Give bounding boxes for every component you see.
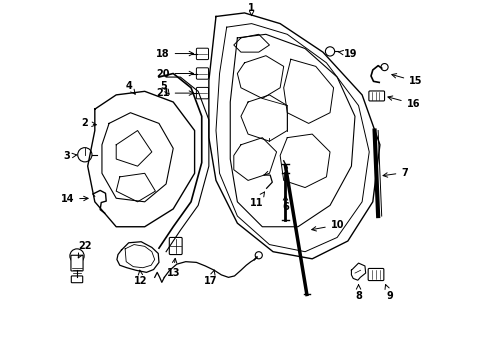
Text: 11: 11	[250, 192, 264, 207]
Text: 14: 14	[61, 194, 88, 204]
Text: 12: 12	[134, 270, 147, 286]
Text: 3: 3	[63, 151, 77, 161]
Text: 21: 21	[156, 88, 193, 98]
Text: 4: 4	[125, 81, 135, 94]
FancyBboxPatch shape	[196, 68, 208, 79]
Text: 10: 10	[311, 220, 344, 231]
FancyBboxPatch shape	[196, 87, 208, 99]
FancyBboxPatch shape	[367, 269, 383, 280]
Text: 15: 15	[391, 74, 422, 86]
Text: 16: 16	[387, 96, 419, 109]
Text: 17: 17	[204, 270, 217, 286]
Text: 20: 20	[156, 68, 193, 78]
Text: 19: 19	[337, 49, 356, 59]
FancyBboxPatch shape	[196, 48, 208, 60]
Text: 18: 18	[156, 49, 193, 59]
Text: 9: 9	[384, 284, 392, 301]
Text: 13: 13	[166, 258, 180, 278]
Text: 22: 22	[78, 241, 91, 258]
FancyBboxPatch shape	[71, 255, 83, 271]
Text: 5: 5	[160, 81, 169, 94]
FancyBboxPatch shape	[368, 91, 384, 101]
FancyBboxPatch shape	[169, 238, 182, 255]
Text: 8: 8	[354, 285, 361, 301]
Text: 6: 6	[282, 196, 288, 212]
Text: 1: 1	[248, 3, 254, 15]
Text: 7: 7	[382, 168, 407, 177]
Text: 2: 2	[81, 118, 96, 129]
FancyBboxPatch shape	[71, 276, 82, 283]
